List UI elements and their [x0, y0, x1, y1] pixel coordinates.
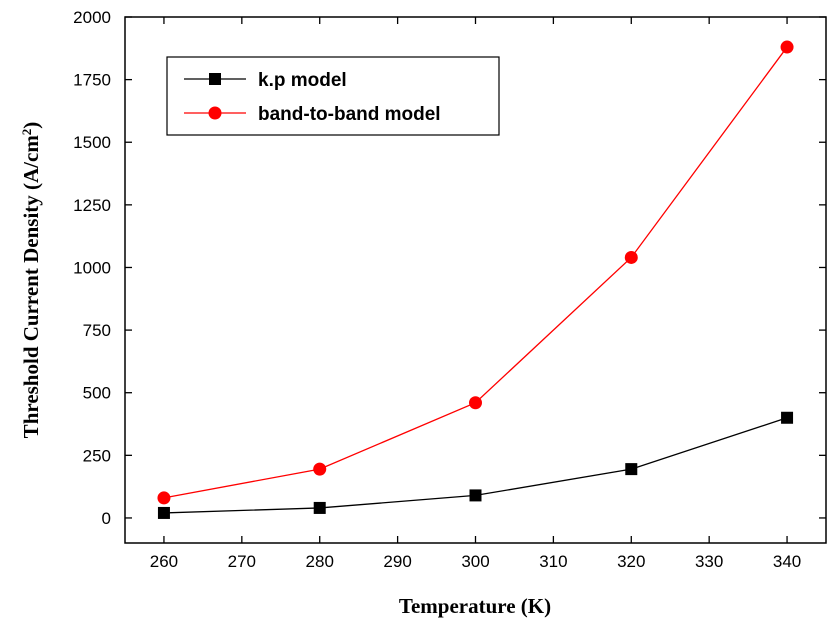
x-axis-title: Temperature (K): [399, 594, 551, 618]
x-tick-label: 260: [150, 552, 178, 571]
data-point-circle: [624, 250, 638, 264]
data-point-circle: [313, 462, 327, 476]
data-point-square: [157, 506, 170, 519]
y-tick-label: 2000: [73, 8, 111, 27]
legend-marker-circle: [208, 106, 222, 120]
y-tick-label: 500: [83, 384, 111, 403]
legend-marker-square: [209, 73, 221, 85]
legend: k.p model band-to-band model: [166, 56, 500, 136]
y-tick-label: 1750: [73, 71, 111, 90]
x-tick-label: 290: [383, 552, 411, 571]
y-tick-label: 1000: [73, 258, 111, 277]
y-tick-label: 250: [83, 446, 111, 465]
x-tick-label: 310: [539, 552, 567, 571]
data-point-square: [781, 411, 794, 424]
x-tick-label: 270: [228, 552, 256, 571]
x-tick-label: 280: [306, 552, 334, 571]
y-axis-title: Threshold Current Density (A/cm2): [19, 122, 44, 439]
series-layer: [157, 40, 794, 519]
data-point-square: [625, 463, 638, 476]
data-point-circle: [157, 491, 171, 505]
x-tick-label: 330: [695, 552, 723, 571]
y-tick-label: 1250: [73, 196, 111, 215]
x-axis-ticks: 260 270 280 290 300 310 320 330 340: [150, 17, 801, 571]
legend-box: [166, 56, 500, 136]
y-tick-label: 750: [83, 321, 111, 340]
y-axis-ticks: 0 250 500 750 1000 1250 1500 1750 2000: [73, 8, 826, 528]
data-point-circle: [469, 396, 482, 410]
y-tick-label: 0: [102, 509, 111, 528]
x-tick-label: 340: [773, 552, 801, 571]
legend-label-kp: k.p model: [258, 70, 347, 91]
x-tick-label: 320: [617, 552, 645, 571]
legend-label-btb: band-to-band model: [258, 104, 441, 125]
x-tick-label: 300: [461, 552, 489, 571]
data-point-square: [313, 501, 326, 514]
y-tick-label: 1500: [73, 133, 111, 152]
data-point-circle: [780, 40, 794, 54]
data-point-square: [469, 489, 482, 502]
